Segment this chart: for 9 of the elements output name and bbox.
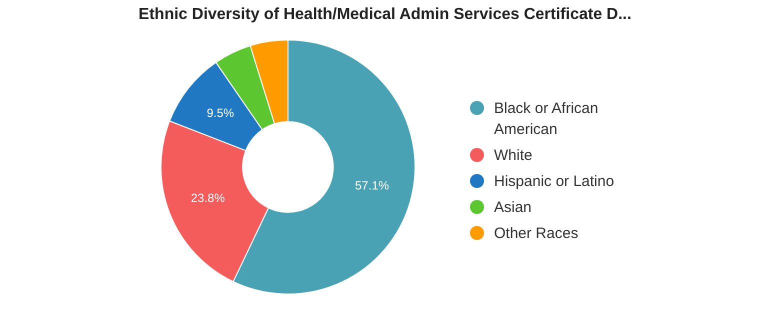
- legend-label: Other Races: [494, 224, 578, 244]
- data-label: 57.1%: [355, 178, 390, 192]
- legend-label: Asian: [494, 198, 532, 218]
- data-label: 23.8%: [190, 191, 226, 206]
- chart-title: Ethnic Diversity of Health/Medical Admin Services Certificate D...: [138, 6, 632, 24]
- data-label: 9.5%: [206, 106, 234, 120]
- legend-label: White: [494, 146, 532, 166]
- legend-label: Hispanic or Latino: [494, 172, 614, 192]
- legend-label: Black or African American: [494, 99, 600, 140]
